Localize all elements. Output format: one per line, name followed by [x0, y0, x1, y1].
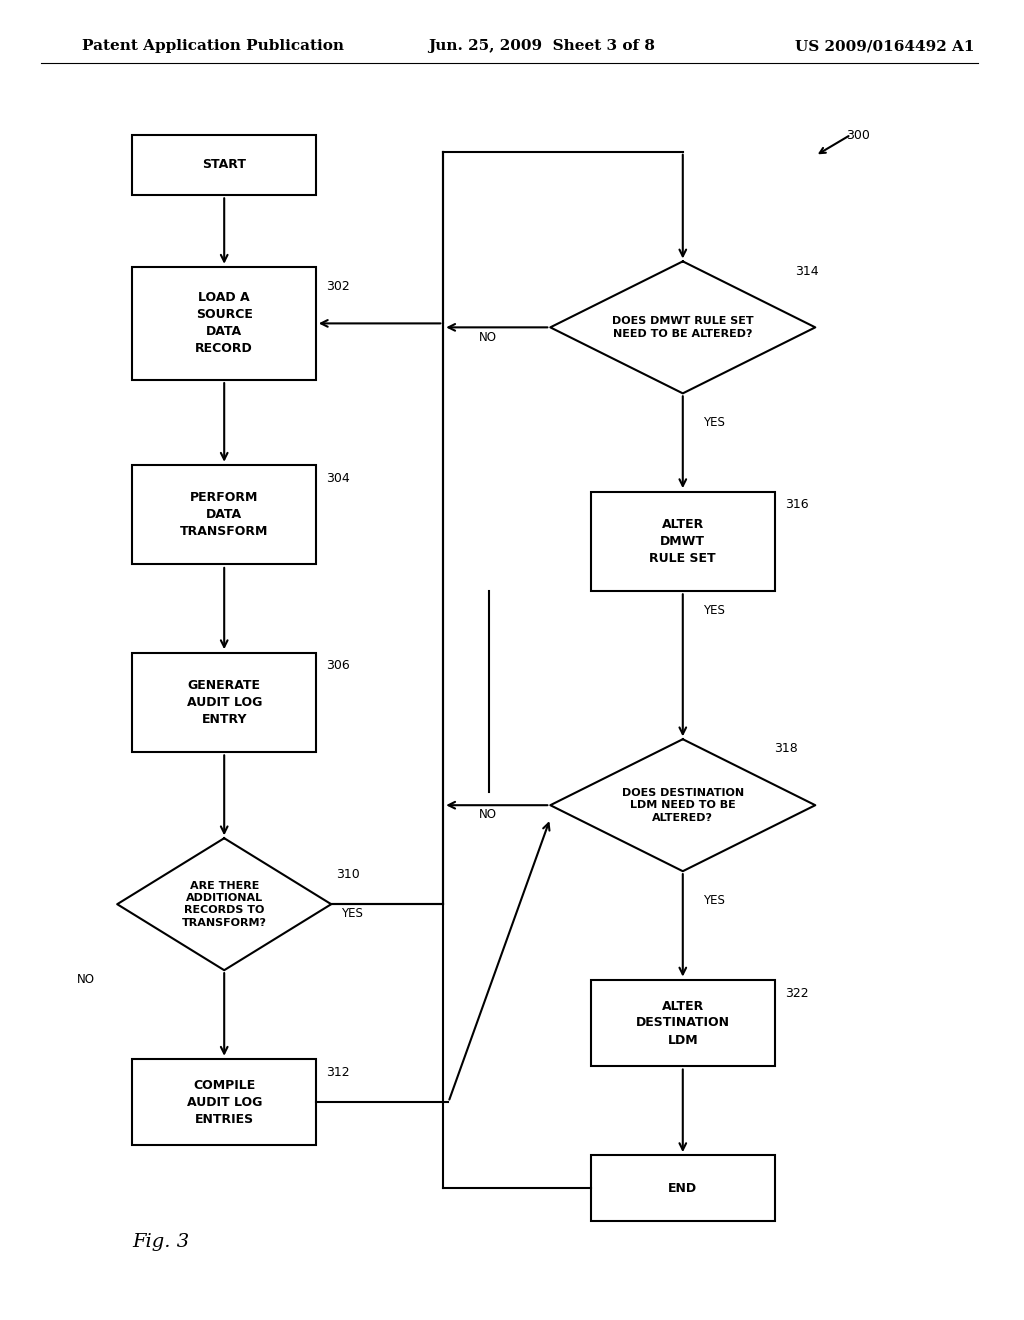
Text: DOES DMWT RULE SET
NEED TO BE ALTERED?: DOES DMWT RULE SET NEED TO BE ALTERED?: [612, 317, 754, 338]
Text: GENERATE
AUDIT LOG
ENTRY: GENERATE AUDIT LOG ENTRY: [186, 678, 262, 726]
Text: YES: YES: [341, 907, 364, 920]
Text: Patent Application Publication: Patent Application Publication: [82, 40, 343, 53]
Text: ARE THERE
ADDITIONAL
RECORDS TO
TRANSFORM?: ARE THERE ADDITIONAL RECORDS TO TRANSFOR…: [181, 880, 266, 928]
Text: ALTER
DMWT
RULE SET: ALTER DMWT RULE SET: [649, 517, 716, 565]
Text: US 2009/0164492 A1: US 2009/0164492 A1: [795, 40, 975, 53]
Text: START: START: [202, 158, 246, 172]
Text: 322: 322: [784, 986, 808, 999]
Text: NO: NO: [479, 330, 497, 343]
Text: Fig. 3: Fig. 3: [132, 1233, 189, 1251]
Text: 310: 310: [336, 867, 360, 880]
Text: NO: NO: [479, 808, 497, 821]
Text: LOAD A
SOURCE
DATA
RECORD: LOAD A SOURCE DATA RECORD: [196, 292, 253, 355]
Text: 302: 302: [326, 280, 350, 293]
Text: 306: 306: [326, 659, 350, 672]
FancyBboxPatch shape: [591, 1155, 774, 1221]
FancyBboxPatch shape: [591, 492, 774, 591]
Text: NO: NO: [77, 973, 94, 986]
FancyBboxPatch shape: [132, 135, 316, 195]
FancyBboxPatch shape: [132, 1059, 316, 1144]
Text: 304: 304: [326, 471, 350, 484]
Text: YES: YES: [703, 603, 725, 616]
FancyBboxPatch shape: [591, 979, 774, 1067]
FancyBboxPatch shape: [132, 466, 316, 565]
Text: 300: 300: [846, 128, 869, 141]
FancyBboxPatch shape: [132, 267, 316, 380]
Text: COMPILE
AUDIT LOG
ENTRIES: COMPILE AUDIT LOG ENTRIES: [186, 1078, 262, 1126]
Text: YES: YES: [703, 416, 725, 429]
FancyBboxPatch shape: [132, 652, 316, 751]
Text: YES: YES: [703, 894, 725, 907]
Text: Jun. 25, 2009  Sheet 3 of 8: Jun. 25, 2009 Sheet 3 of 8: [428, 40, 655, 53]
Text: 314: 314: [795, 264, 818, 277]
Text: ALTER
DESTINATION
LDM: ALTER DESTINATION LDM: [636, 999, 730, 1047]
Text: PERFORM
DATA
TRANSFORM: PERFORM DATA TRANSFORM: [180, 491, 268, 539]
Text: 316: 316: [784, 498, 808, 511]
Text: 318: 318: [774, 742, 799, 755]
Text: END: END: [669, 1181, 697, 1195]
Text: DOES DESTINATION
LDM NEED TO BE
ALTERED?: DOES DESTINATION LDM NEED TO BE ALTERED?: [622, 788, 743, 822]
Text: 312: 312: [326, 1065, 350, 1078]
